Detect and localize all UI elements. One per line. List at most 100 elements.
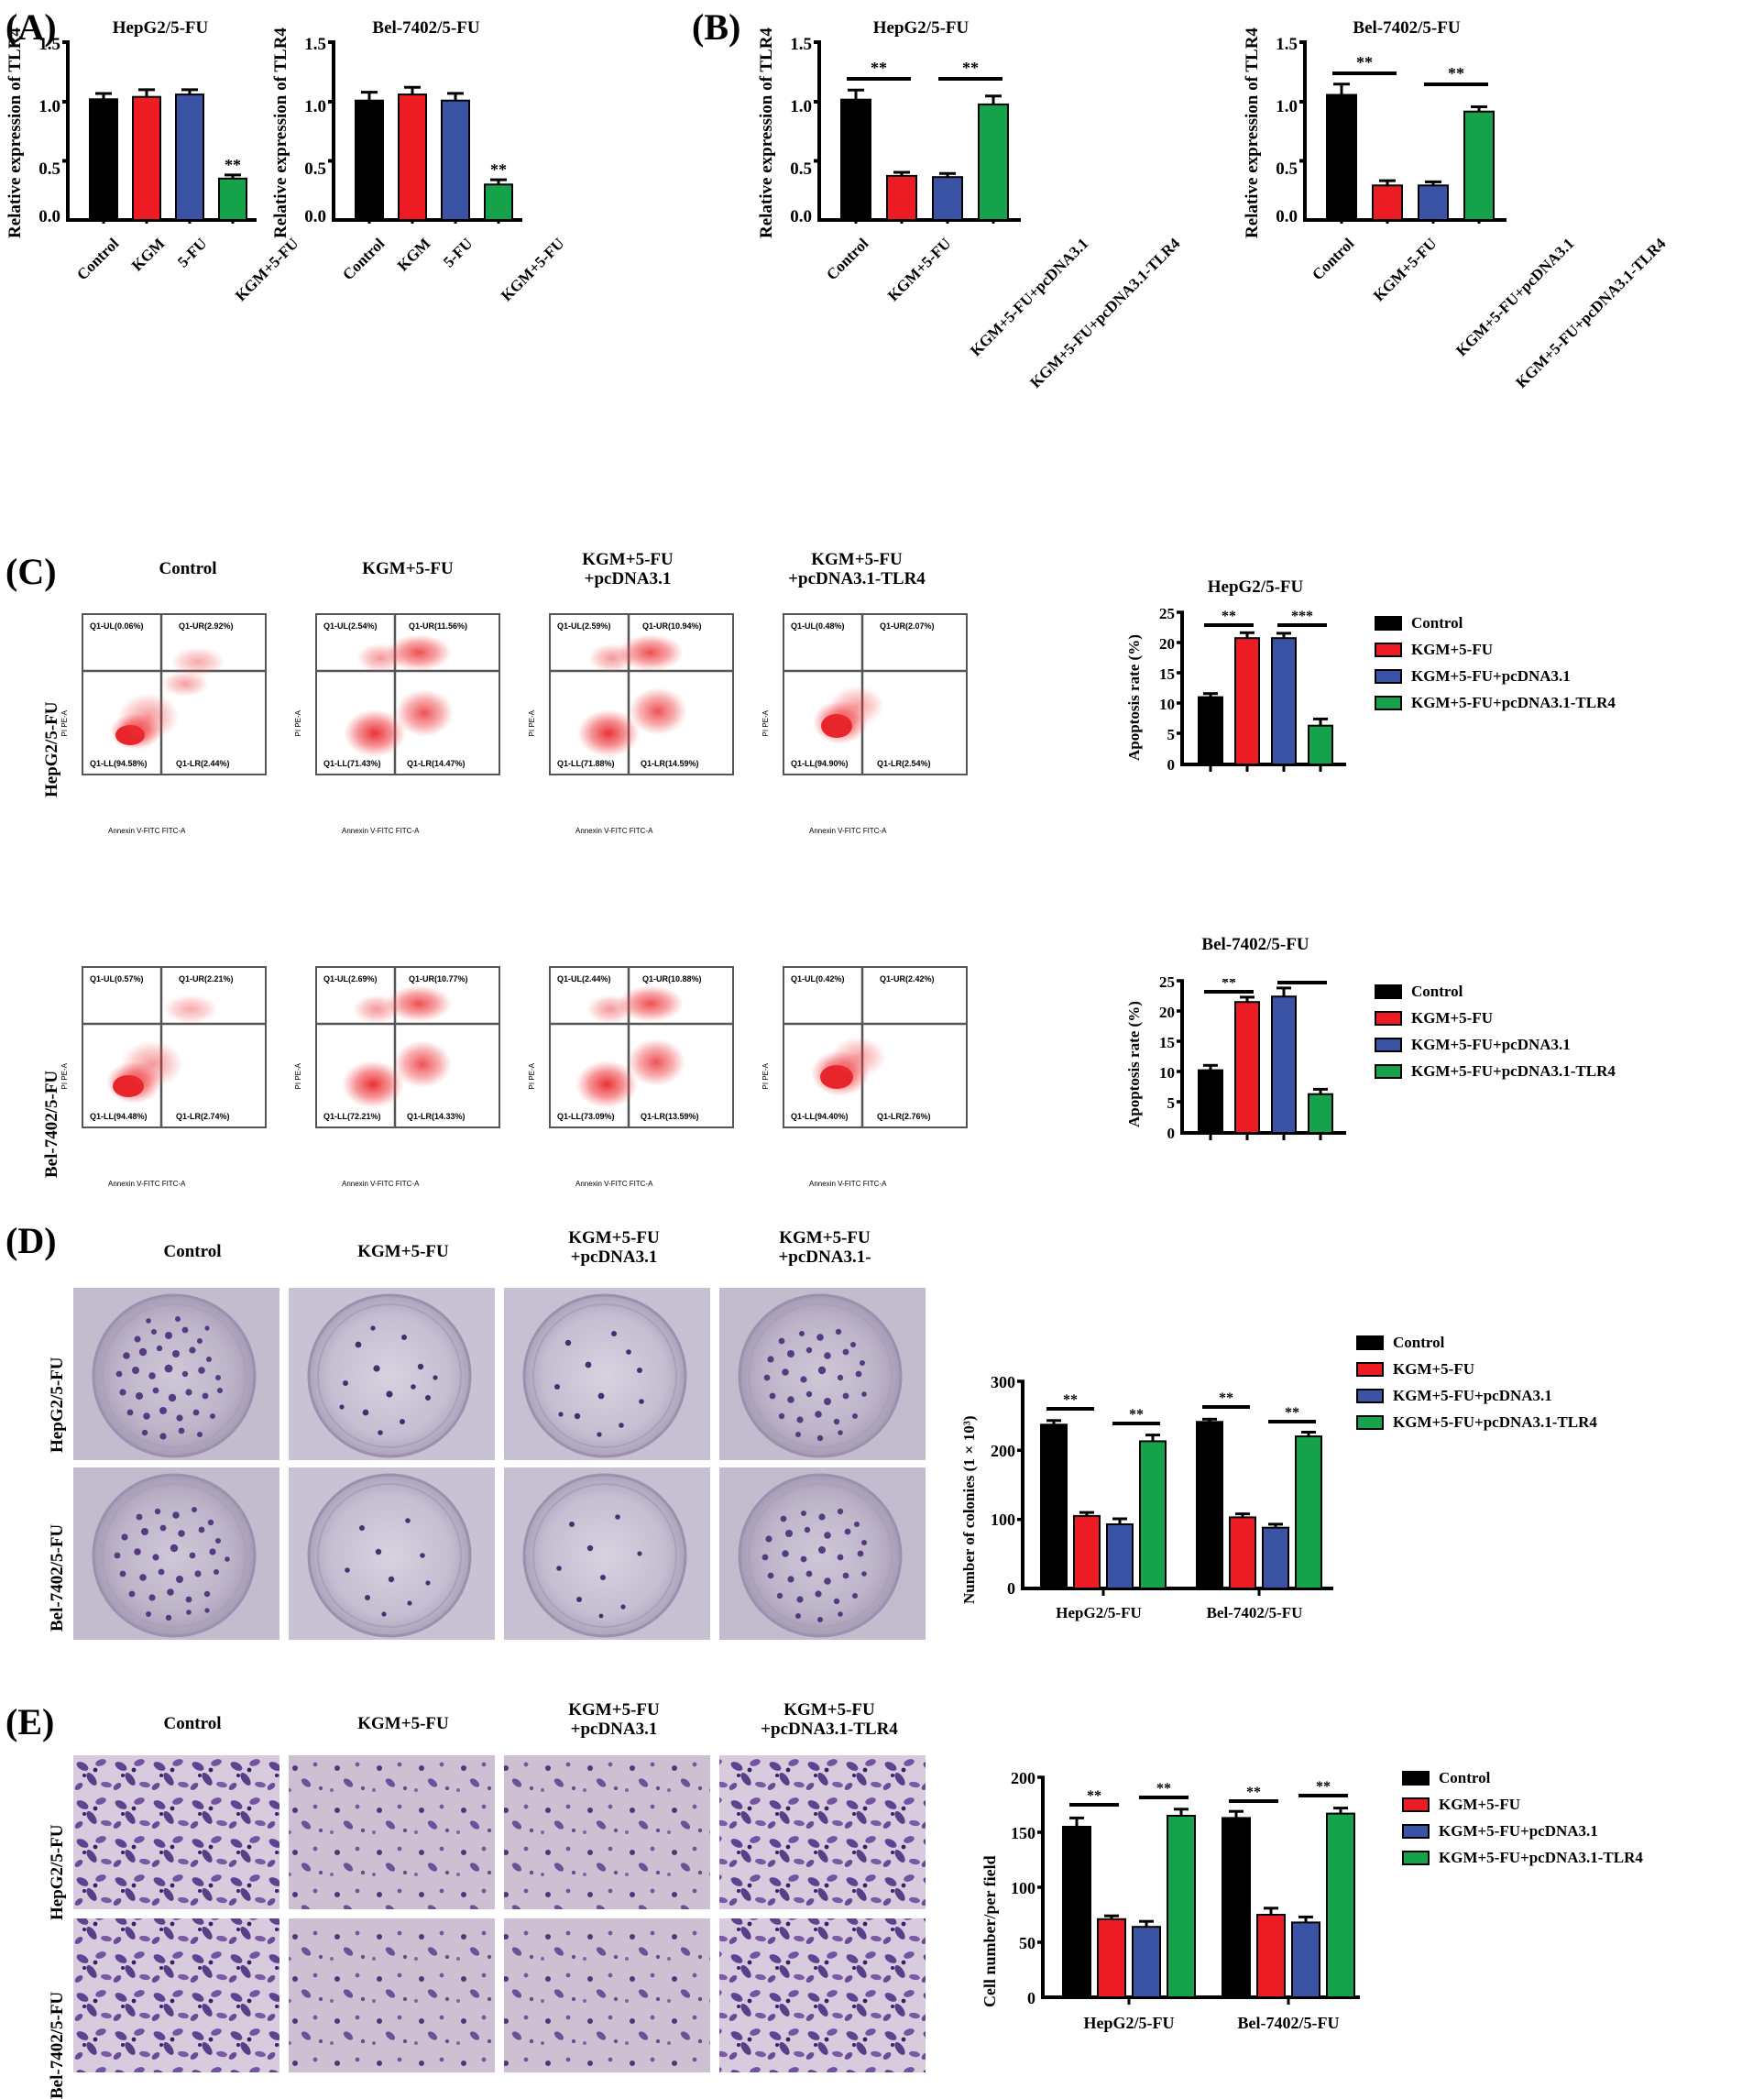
panelc-flow-grid [82,613,968,1128]
legend-swatch-kgm-5fu [1375,643,1402,657]
chart-e-xtick-0: HepG2/5-FU [1083,2014,1175,2032]
legend-swatch-control [1375,984,1402,999]
ytick: 1.5 [1276,35,1298,54]
chart-b-hepg2-title: HepG2/5-FU [872,18,970,38]
svg-text:**: ** [1087,1788,1101,1804]
paneld-colhdr-1: KGM+5-FU [357,1242,449,1261]
fc-yaxis-label: PI PE-A [60,710,69,737]
paneld-colhdr-3: KGM+5-FU +pcDNA3.1- [778,1228,871,1268]
svg-text:***: *** [1291,979,1313,983]
legend-swatch-control [1356,1335,1384,1350]
svg-text:**: ** [1316,1779,1331,1795]
svg-text:**: ** [962,59,979,77]
xtick-label: KGM+5-FU+pcDNA3.1 [967,235,1092,360]
legend-label: KGM+5-FU+pcDNA3.1-TLR4 [1411,1062,1616,1080]
ytick: 0.5 [790,159,812,179]
svg-text:**: ** [1222,979,1236,991]
ytick: 100 [991,1511,1015,1529]
ytick: 0 [1167,756,1176,774]
fc-quad-ul: Q1-UL(0.57%) [90,974,144,984]
xtick-label: KGM+5-FU+pcDNA3.1 [1452,235,1578,360]
panel-letter-e: (E) [5,1701,55,1742]
fc-quad-ll: Q1-LL(94.58%) [90,759,148,768]
panele-colhdr-0: Control [163,1714,222,1733]
fc-quad-lr: Q1-LR(2.54%) [877,759,931,768]
fc-quad-lr: Q1-LR(2.76%) [877,1112,931,1121]
legend-item: KGM+5-FU+pcDNA3.1-TLR4 [1375,694,1616,712]
xtick-label: KGM+5-FU [884,235,955,305]
fc-yaxis-label: PI PE-A [761,710,770,737]
ytick: 0.0 [304,207,326,226]
legend-label: KGM+5-FU [1439,1796,1521,1813]
chart-d-legend: Control KGM+5-FU KGM+5-FU+pcDNA3.1 KGM+5… [1356,1334,1597,1440]
fc-yaxis-label: PI PE-A [528,710,536,737]
chart-b-hepg2-plot: ** ** [814,40,1021,224]
ytick: 20 [1159,635,1175,653]
chart-c-bel-plot: ** *** [1177,979,1346,1140]
fc-quad-ll: Q1-LL(71.88%) [557,759,615,768]
legend-swatch-pcdna [1356,1389,1384,1403]
legend-swatch-pcdna [1375,1038,1402,1052]
svg-text:**: ** [1156,1781,1171,1797]
svg-text:**: ** [1222,610,1236,624]
legend-label: KGM+5-FU+pcDNA3.1-TLR4 [1411,694,1616,711]
fc-yaxis-label: PI PE-A [761,1063,770,1090]
chart-c-bel-legend: Control KGM+5-FU KGM+5-FU+pcDNA3.1 KGM+5… [1375,983,1616,1089]
ytick: 10 [1159,1064,1175,1082]
fc-quad-ur: Q1-UR(10.88%) [642,974,702,984]
panelc-rowlbl-0: HepG2/5-FU [42,701,61,798]
chart-c-hepg2-title: HepG2/5-FU [1207,577,1304,597]
fc-quad-ul: Q1-UL(2.54%) [323,621,378,631]
fc-yaxis-label: PI PE-A [528,1063,536,1090]
ytick: 5 [1167,726,1176,743]
ytick: 0 [1007,1579,1015,1598]
panelc-colhdr-2: KGM+5-FU +pcDNA3.1 [582,550,674,589]
fc-xaxis-label: Annexin V-FITC FITC-A [575,1180,653,1188]
legend-swatch-tlr4 [1356,1415,1384,1430]
legend-item: KGM+5-FU+pcDNA3.1-TLR4 [1402,1849,1643,1867]
ytick: 5 [1167,1094,1176,1112]
chart-a-bel-title: Bel-7402/5-FU [372,18,480,38]
panelc-colhdr-1: KGM+5-FU [362,559,454,578]
legend-swatch-pcdna [1402,1824,1430,1839]
legend-label: Control [1393,1334,1445,1351]
chart-a-hepg2-title: HepG2/5-FU [112,18,209,38]
legend-item: KGM+5-FU [1375,641,1616,659]
fc-xaxis-label: Annexin V-FITC FITC-A [108,1180,186,1188]
legend-item: KGM+5-FU [1356,1360,1597,1379]
legend-item: Control [1402,1769,1643,1787]
svg-text:***: *** [1291,610,1313,624]
fc-quad-ll: Q1-LL(72.21%) [323,1112,381,1121]
legend-swatch-kgm-5fu [1402,1797,1430,1812]
svg-text:**: ** [490,160,507,179]
legend-item: Control [1375,614,1616,632]
ytick: 100 [1011,1879,1035,1897]
xtick-label: KGM+5-FU+pcDNA3.1-TLR4 [1512,235,1670,392]
chart-d-plot: ** ** ** ** [1017,1379,1333,1596]
fc-xaxis-label: Annexin V-FITC FITC-A [809,1180,887,1188]
fc-quad-ul: Q1-UL(2.44%) [557,974,611,984]
chart-c-hepg2-plot: ** *** [1177,610,1346,772]
legend-label: Control [1411,614,1463,632]
panel-letter-c: (C) [5,551,57,592]
ytick: 0.0 [38,207,60,226]
fc-quad-ur: Q1-UR(2.07%) [880,621,935,631]
panele-colhdr-3: KGM+5-FU +pcDNA3.1-TLR4 [761,1700,898,1740]
legend-item: KGM+5-FU+pcDNA3.1 [1402,1822,1643,1841]
panele-colhdr-1: KGM+5-FU [357,1714,449,1733]
ytick: 0.5 [1276,159,1298,179]
paneld-rowlbl-0: HepG2/5-FU [48,1357,67,1454]
legend-label: KGM+5-FU+pcDNA3.1-TLR4 [1393,1413,1597,1431]
fc-yaxis-label: PI PE-A [294,1063,302,1090]
fc-quad-ul: Q1-UL(0.06%) [90,621,144,631]
legend-item: KGM+5-FU+pcDNA3.1 [1375,1036,1616,1054]
fc-quad-ul: Q1-UL(2.59%) [557,621,611,631]
ytick: 20 [1159,1004,1175,1021]
panelc-colhdr-3: KGM+5-FU +pcDNA3.1-TLR4 [788,550,926,589]
panel-letter-b: (B) [692,6,741,48]
panel-letter-a: (A) [5,6,57,48]
legend-item: Control [1356,1334,1597,1352]
panele-rowlbl-1: Bel-7402/5-FU [48,1991,67,2099]
svg-text:**: ** [1129,1407,1144,1423]
fc-quad-ur: Q1-UR(2.21%) [179,974,234,984]
